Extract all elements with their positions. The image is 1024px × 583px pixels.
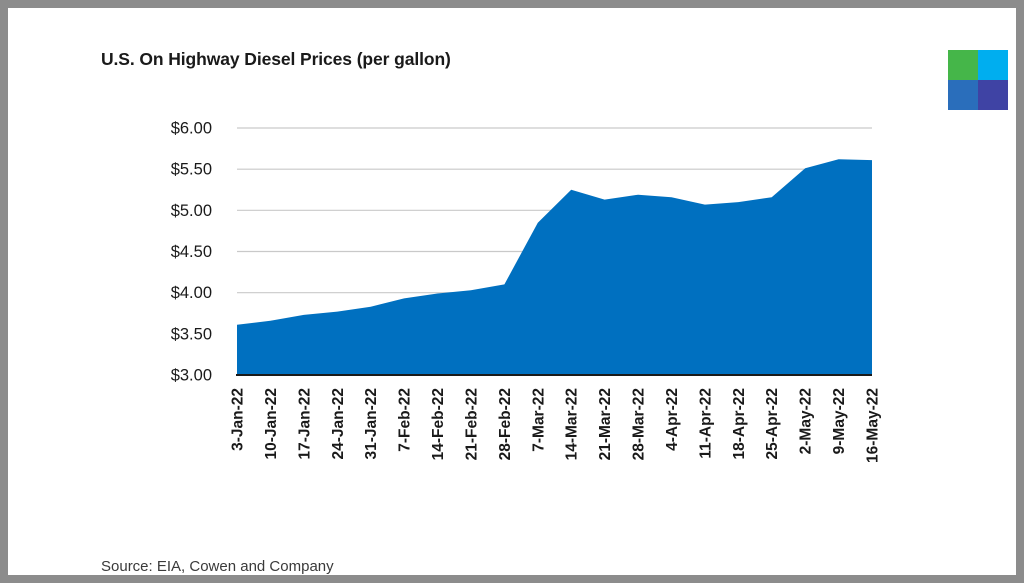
x-axis-tick-label: 10-Jan-22 bbox=[263, 388, 280, 460]
y-axis-tick-label: $4.50 bbox=[171, 243, 212, 261]
x-axis-tick-label: 21-Feb-22 bbox=[463, 388, 480, 460]
x-axis-tick-label: 7-Feb-22 bbox=[397, 388, 414, 452]
x-axis-tick-label: 16-May-22 bbox=[865, 388, 882, 463]
logo-square-indigo bbox=[978, 80, 1008, 110]
x-axis-tick-label: 25-Apr-22 bbox=[764, 388, 781, 460]
y-axis-tick-label: $3.50 bbox=[171, 325, 212, 343]
x-axis-tick-label: 9-May-22 bbox=[831, 388, 848, 454]
logo-square-blue bbox=[948, 80, 978, 110]
logo-square-green bbox=[948, 50, 978, 80]
y-axis-tick-label: $4.00 bbox=[171, 284, 212, 302]
diesel-price-area-chart: $3.00 $3.50 $4.00 $4.50 $5.00 $5.50 $6.00 3-Jan… bbox=[171, 120, 882, 463]
x-axis-tick-label: 28-Feb-22 bbox=[497, 388, 514, 460]
x-axis-tick-label: 24-Jan-22 bbox=[330, 388, 347, 460]
y-axis-tick-label: $3.00 bbox=[171, 367, 212, 385]
x-axis-tick-label: 31-Jan-22 bbox=[363, 388, 380, 460]
x-axis-tick-label: 7-Mar-22 bbox=[530, 388, 547, 452]
x-axis-tick-label: 11-Apr-22 bbox=[697, 388, 714, 459]
y-axis-tick-label: $5.50 bbox=[171, 161, 212, 179]
x-axis-tick-label: 28-Mar-22 bbox=[631, 388, 648, 460]
x-axis-tick-label: 4-Apr-22 bbox=[664, 388, 681, 451]
source-note: Source: EIA, Cowen and Company bbox=[101, 558, 334, 575]
x-axis-tick-label: 17-Jan-22 bbox=[296, 388, 313, 460]
y-axis-tick-label: $5.00 bbox=[171, 202, 212, 220]
x-axis-tick-label: 14-Mar-22 bbox=[564, 388, 581, 460]
x-axis-tick-label: 2-May-22 bbox=[798, 388, 815, 454]
logo-square-cyan bbox=[978, 50, 1008, 80]
y-axis-tick-label: $6.00 bbox=[171, 120, 212, 138]
x-axis-tick-label: 14-Feb-22 bbox=[430, 388, 447, 460]
chart-title: U.S. On Highway Diesel Prices (per gallo… bbox=[101, 49, 451, 69]
x-axis-tick-label: 3-Jan-22 bbox=[230, 388, 247, 451]
brand-logo bbox=[948, 50, 1008, 110]
x-axis-tick-label: 18-Apr-22 bbox=[731, 388, 748, 460]
area-series-diesel-price bbox=[237, 159, 872, 375]
x-axis-tick-label: 21-Mar-22 bbox=[597, 388, 614, 460]
